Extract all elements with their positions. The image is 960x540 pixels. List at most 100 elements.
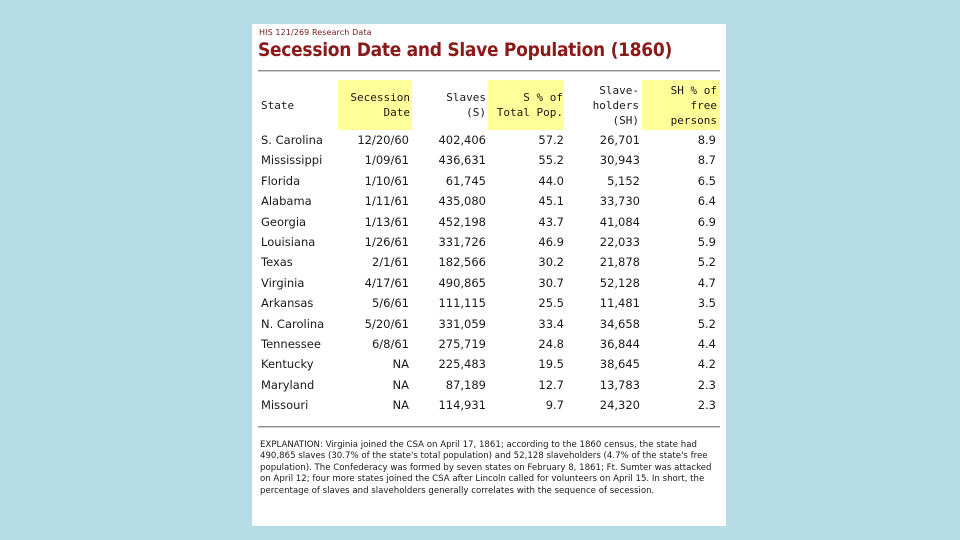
cell-state: Alabama bbox=[261, 194, 312, 209]
cell-state: Louisiana bbox=[261, 234, 316, 249]
cell-slaves: 225,483 bbox=[438, 357, 486, 372]
cell-sh-pct: 5.9 bbox=[697, 234, 716, 249]
cell-slaveholders: 22,033 bbox=[599, 234, 640, 249]
cell-date: 1/26/61 bbox=[364, 234, 409, 249]
cell-date: NA bbox=[392, 398, 409, 413]
cell-slaveholders: 21,878 bbox=[599, 255, 640, 270]
explanation-text: EXPLANATION: Virginia joined the CSA on … bbox=[260, 440, 712, 496]
cell-sh-pct: 2.3 bbox=[697, 398, 716, 413]
cell-slaves: 435,080 bbox=[438, 194, 486, 209]
header-slaves-line-1: Slaves bbox=[446, 91, 486, 104]
table-row: Alabama 1/11/61 435,080 45.1 33,730 6.4 bbox=[252, 191, 726, 211]
cell-pct: 25.5 bbox=[538, 296, 564, 311]
table-row: S. Carolina 12/20/60 402,406 57.2 26,701 8.9 bbox=[252, 130, 726, 150]
cell-pct: 46.9 bbox=[538, 234, 564, 249]
cell-state: Maryland bbox=[261, 377, 315, 392]
cell-date: NA bbox=[392, 357, 409, 372]
cell-state: Florida bbox=[261, 173, 301, 188]
header-secession-line-1: Secession bbox=[350, 91, 410, 104]
top-divider bbox=[258, 70, 720, 72]
cell-sh-pct: 8.9 bbox=[697, 133, 716, 147]
cell-pct: 19.5 bbox=[538, 357, 564, 372]
cell-pct: 44.0 bbox=[538, 173, 564, 188]
cell-slaveholders: 13,783 bbox=[599, 377, 640, 392]
cell-date: 1/09/61 bbox=[364, 153, 409, 168]
cell-sh-pct: 5.2 bbox=[697, 316, 716, 331]
course-label: HIS 121/269 Research Data bbox=[259, 28, 372, 37]
cell-pct: 30.7 bbox=[538, 275, 564, 290]
header-shpct-line-3: persons bbox=[670, 113, 717, 127]
header-slaves: Slaves (S) bbox=[422, 80, 486, 130]
cell-state: Mississippi bbox=[261, 153, 323, 168]
header-slaveholder-percent: SH % of free persons bbox=[642, 80, 720, 130]
cell-state: N. Carolina bbox=[261, 316, 325, 331]
cell-slaveholders: 34,658 bbox=[599, 316, 640, 331]
header-sh-line-1: Slave- bbox=[599, 83, 639, 97]
cell-slaveholders: 11,481 bbox=[599, 296, 640, 311]
cell-slaveholders: 30,943 bbox=[599, 153, 640, 168]
cell-slaveholders: 41,084 bbox=[599, 214, 640, 229]
header-shpct-line-2: free bbox=[690, 98, 718, 112]
cell-sh-pct: 6.5 bbox=[697, 173, 716, 188]
page-title: Secession Date and Slave Population (186… bbox=[258, 39, 672, 61]
header-state-line: State bbox=[261, 98, 295, 112]
cell-sh-pct: 8.7 bbox=[697, 153, 716, 168]
cell-slaveholders: 5,152 bbox=[607, 173, 640, 188]
bottom-divider bbox=[258, 426, 720, 428]
cell-sh-pct: 3.5 bbox=[697, 296, 716, 311]
cell-slaves: 87,189 bbox=[445, 377, 486, 392]
cell-slaveholders: 24,320 bbox=[599, 398, 640, 413]
header-shpct-line-1: SH % of bbox=[670, 83, 717, 97]
cell-sh-pct: 6.4 bbox=[697, 194, 716, 209]
header-secession-line-2: Date bbox=[383, 106, 411, 119]
header-slave-percent: S % of Total Pop. bbox=[488, 80, 564, 130]
cell-state: Tennessee bbox=[261, 336, 321, 351]
cell-sh-pct: 2.3 bbox=[697, 377, 716, 392]
cell-slaveholders: 36,844 bbox=[599, 336, 640, 351]
cell-date: 12/20/60 bbox=[357, 133, 409, 147]
cell-slaves: 114,931 bbox=[438, 398, 486, 413]
cell-date: 2/1/61 bbox=[371, 255, 409, 270]
table-row: Georgia 1/13/61 452,198 43.7 41,084 6.9 bbox=[252, 212, 726, 232]
cell-state: Virginia bbox=[261, 275, 305, 290]
cell-pct: 45.1 bbox=[538, 194, 564, 209]
cell-slaveholders: 38,645 bbox=[599, 357, 640, 372]
cell-slaves: 331,726 bbox=[438, 234, 486, 249]
cell-state: Texas bbox=[261, 255, 293, 270]
cell-pct: 9.7 bbox=[545, 398, 564, 413]
header-state: State bbox=[261, 80, 321, 130]
table-row: Mississippi 1/09/61 436,631 55.2 30,943 8.7 bbox=[252, 150, 726, 170]
cell-pct: 43.7 bbox=[538, 214, 564, 229]
cell-state: S. Carolina bbox=[261, 133, 323, 147]
cell-date: 1/13/61 bbox=[364, 214, 409, 229]
table-row: Texas 2/1/61 182,566 30.2 21,878 5.2 bbox=[252, 252, 726, 272]
table-row: Missouri NA 114,931 9.7 24,320 2.3 bbox=[252, 395, 726, 415]
cell-date: NA bbox=[392, 377, 409, 392]
cell-pct: 33.4 bbox=[538, 316, 564, 331]
cell-slaveholders: 52,128 bbox=[599, 275, 640, 290]
header-pct-line-2: Total Pop. bbox=[496, 106, 563, 119]
cell-sh-pct: 5.2 bbox=[697, 255, 716, 270]
cell-slaves: 61,745 bbox=[445, 173, 486, 188]
cell-sh-pct: 4.2 bbox=[697, 357, 716, 372]
table-row: Virginia 4/17/61 490,865 30.7 52,128 4.7 bbox=[252, 273, 726, 293]
cell-slaves: 436,631 bbox=[438, 153, 486, 168]
cell-date: 1/10/61 bbox=[364, 173, 409, 188]
cell-state: Kentucky bbox=[261, 357, 314, 372]
header-sh-line-3: (SH) bbox=[612, 113, 640, 127]
cell-slaves: 452,198 bbox=[438, 214, 486, 229]
cell-sh-pct: 4.7 bbox=[697, 275, 716, 290]
cell-slaves: 111,115 bbox=[438, 296, 486, 311]
table-row: N. Carolina 5/20/61 331,059 33.4 34,658 5.2 bbox=[252, 314, 726, 334]
cell-state: Georgia bbox=[261, 214, 307, 229]
cell-date: 5/20/61 bbox=[364, 316, 409, 331]
cell-pct: 30.2 bbox=[538, 255, 564, 270]
data-table: S. Carolina 12/20/60 402,406 57.2 26,701 8.9 … bbox=[252, 130, 726, 415]
cell-slaves: 182,566 bbox=[438, 255, 486, 270]
cell-date: 5/6/61 bbox=[371, 296, 409, 311]
header-sh-line-2: holders bbox=[592, 98, 639, 112]
cell-slaveholders: 26,701 bbox=[599, 133, 640, 147]
table-row: Louisiana 1/26/61 331,726 46.9 22,033 5.9 bbox=[252, 232, 726, 252]
cell-pct: 55.2 bbox=[538, 153, 564, 168]
cell-slaves: 331,059 bbox=[438, 316, 486, 331]
